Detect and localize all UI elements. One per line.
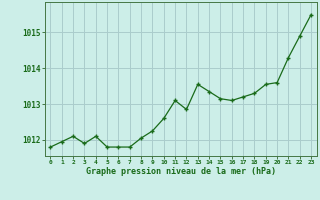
X-axis label: Graphe pression niveau de la mer (hPa): Graphe pression niveau de la mer (hPa) [86, 167, 276, 176]
